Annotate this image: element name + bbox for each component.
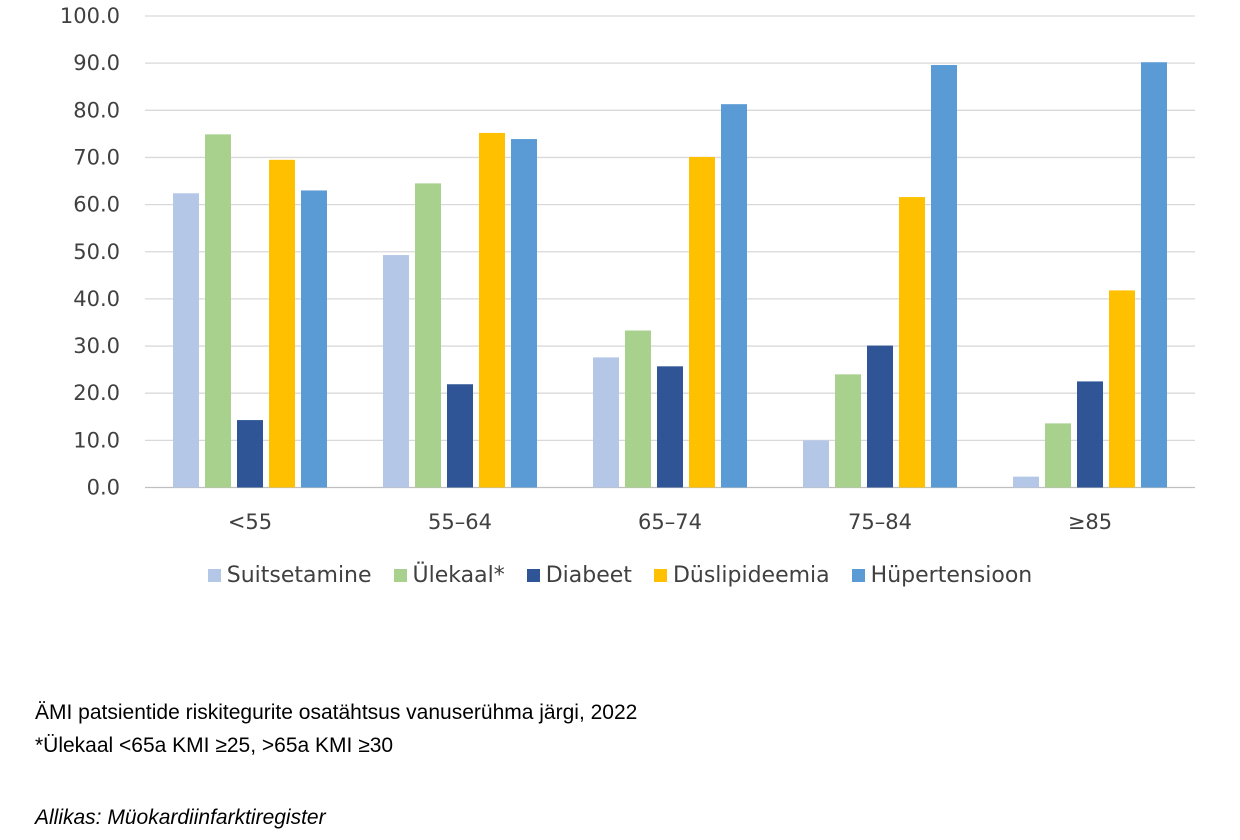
bar-3-4 (1109, 290, 1135, 488)
bar-3-0 (269, 159, 295, 488)
y-tick-label: 30.0 (73, 334, 120, 358)
bar-chart: 0.0 10.0 20.0 30.0 40.0 50.0 60.0 70.0 80.0 90.0 1… (60, 4, 1195, 534)
bar-2-4 (1077, 381, 1103, 488)
bar-3-2 (689, 156, 715, 488)
legend: Suitsetamine Ülekaal* Diabeet Düslipideemia… (0, 563, 1240, 588)
legend-swatch (526, 569, 540, 582)
bar-3-3 (899, 197, 925, 488)
bar-1-4 (1045, 423, 1071, 488)
bar-3-1 (479, 132, 505, 488)
bar-4-2 (721, 104, 747, 488)
bar-1-2 (625, 330, 651, 488)
legend-label: Diabeet (545, 563, 632, 588)
bar-1-3 (835, 374, 861, 488)
chart-title: ÄMI patsientide riskitegurite osatähtsus… (35, 701, 638, 724)
y-tick-label: 60.0 (73, 193, 120, 217)
legend-label: Suitsetamine (226, 563, 372, 588)
bar-0-2 (593, 357, 619, 488)
bar-0-1 (383, 255, 409, 488)
legend-item: Ülekaal* (393, 563, 505, 588)
chart-source: Allikas: Müokardiinfarktiregister (35, 806, 326, 829)
y-tick-label: 10.0 (73, 428, 120, 452)
legend-item: Düslipideemia (653, 563, 830, 588)
bar-2-0 (237, 420, 263, 488)
bar-2-2 (657, 366, 683, 488)
y-tick-label: 80.0 (73, 98, 120, 122)
bar-0-0 (173, 193, 199, 488)
legend-label: Ülekaal* (412, 563, 505, 588)
y-tick-label: 40.0 (73, 287, 120, 311)
legend-item: Suitsetamine (207, 563, 372, 588)
legend-item: Diabeet (526, 563, 632, 588)
x-tick-label: 65–74 (638, 510, 702, 534)
bar-4-3 (931, 65, 957, 488)
bar-4-0 (301, 190, 327, 488)
legend-label: Hüpertensioon (870, 563, 1033, 588)
legend-swatch (393, 569, 407, 582)
x-tick-label: ≥85 (1068, 510, 1112, 534)
y-tick-label: 20.0 (73, 381, 120, 405)
y-tick-label: 100.0 (60, 4, 120, 28)
bar-0-3 (803, 440, 829, 488)
bar-2-1 (447, 384, 473, 488)
y-tick-label: 0.0 (87, 476, 120, 500)
x-tick-label: 55–64 (428, 510, 492, 534)
y-tick-label: 90.0 (73, 51, 120, 75)
legend-item: Hüpertensioon (851, 563, 1033, 588)
legend-label: Düslipideemia (672, 563, 830, 588)
y-tick-label: 70.0 (73, 145, 120, 169)
bar-4-1 (511, 139, 537, 488)
legend-swatch (207, 569, 221, 582)
bar-1-1 (415, 183, 441, 488)
bar-2-3 (867, 345, 893, 488)
chart-note: *Ülekaal <65a KMI ≥25, >65a KMI ≥30 (35, 734, 394, 757)
x-tick-label: 75–84 (848, 510, 912, 534)
y-tick-label: 50.0 (73, 240, 120, 264)
x-tick-label: <55 (228, 510, 272, 534)
bar-0-4 (1013, 476, 1039, 488)
legend-swatch (851, 569, 865, 582)
legend-swatch (653, 569, 667, 582)
bar-4-4 (1141, 62, 1167, 488)
bar-1-0 (205, 134, 231, 488)
